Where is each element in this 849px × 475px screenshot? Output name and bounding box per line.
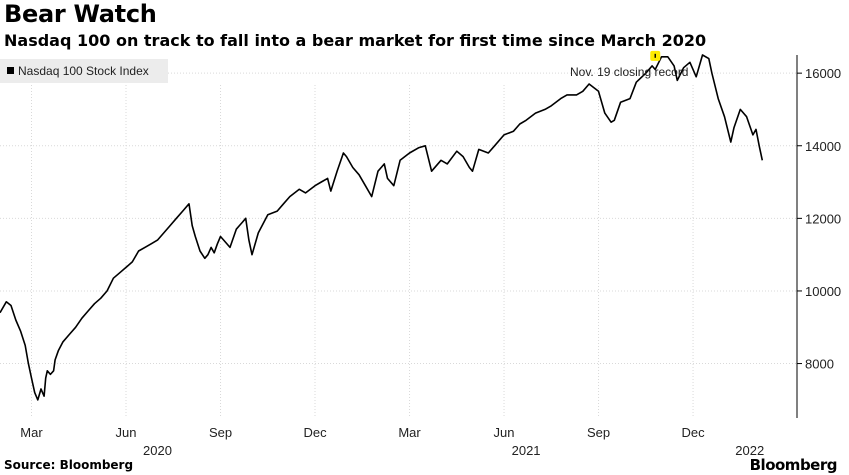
x-year-label: 2020 bbox=[143, 443, 172, 458]
series-layer bbox=[0, 54, 764, 401]
x-tick-label: Jun bbox=[116, 425, 137, 440]
source-note: Source: Bloomberg bbox=[4, 458, 134, 472]
x-tick-label: Mar bbox=[398, 425, 421, 440]
y-axis: 8000 10000 12000 14000 16000 bbox=[796, 55, 841, 418]
y-tick-label: 12000 bbox=[805, 211, 841, 226]
y-tick-label: 10000 bbox=[805, 284, 841, 299]
x-year-label: 2021 bbox=[512, 443, 541, 458]
annotation-label: Nov. 19 closing record bbox=[570, 65, 689, 79]
x-tick-label: Dec bbox=[303, 425, 327, 440]
legend: Nasdaq 100 Stock Index bbox=[0, 59, 168, 83]
legend-background bbox=[0, 59, 168, 83]
legend-label: Nasdaq 100 Stock Index bbox=[18, 64, 149, 78]
chart-title: Bear Watch bbox=[4, 0, 157, 28]
y-tick-label: 14000 bbox=[805, 139, 841, 154]
x-tick-label: Jun bbox=[494, 425, 515, 440]
x-tick-label: Sep bbox=[587, 425, 610, 440]
x-axis: Mar Jun Sep Dec Mar Jun Sep Dec 2020 2021 2022 bbox=[20, 425, 764, 458]
y-tick-label: 16000 bbox=[805, 66, 841, 81]
annotation-layer: Nov. 19 closing record bbox=[570, 50, 689, 79]
y-tick-label: 8000 bbox=[805, 357, 834, 372]
x-year-label: 2022 bbox=[735, 443, 764, 458]
grid-lines bbox=[0, 72, 797, 418]
chart-subtitle: Nasdaq 100 on track to fall into a bear … bbox=[4, 31, 707, 50]
x-tick-label: Mar bbox=[20, 425, 43, 440]
x-tick-label: Sep bbox=[209, 425, 232, 440]
x-tick-label: Dec bbox=[681, 425, 705, 440]
series-line bbox=[0, 54, 764, 401]
bloomberg-logo: Bloomberg bbox=[749, 456, 838, 474]
legend-swatch bbox=[7, 67, 14, 74]
